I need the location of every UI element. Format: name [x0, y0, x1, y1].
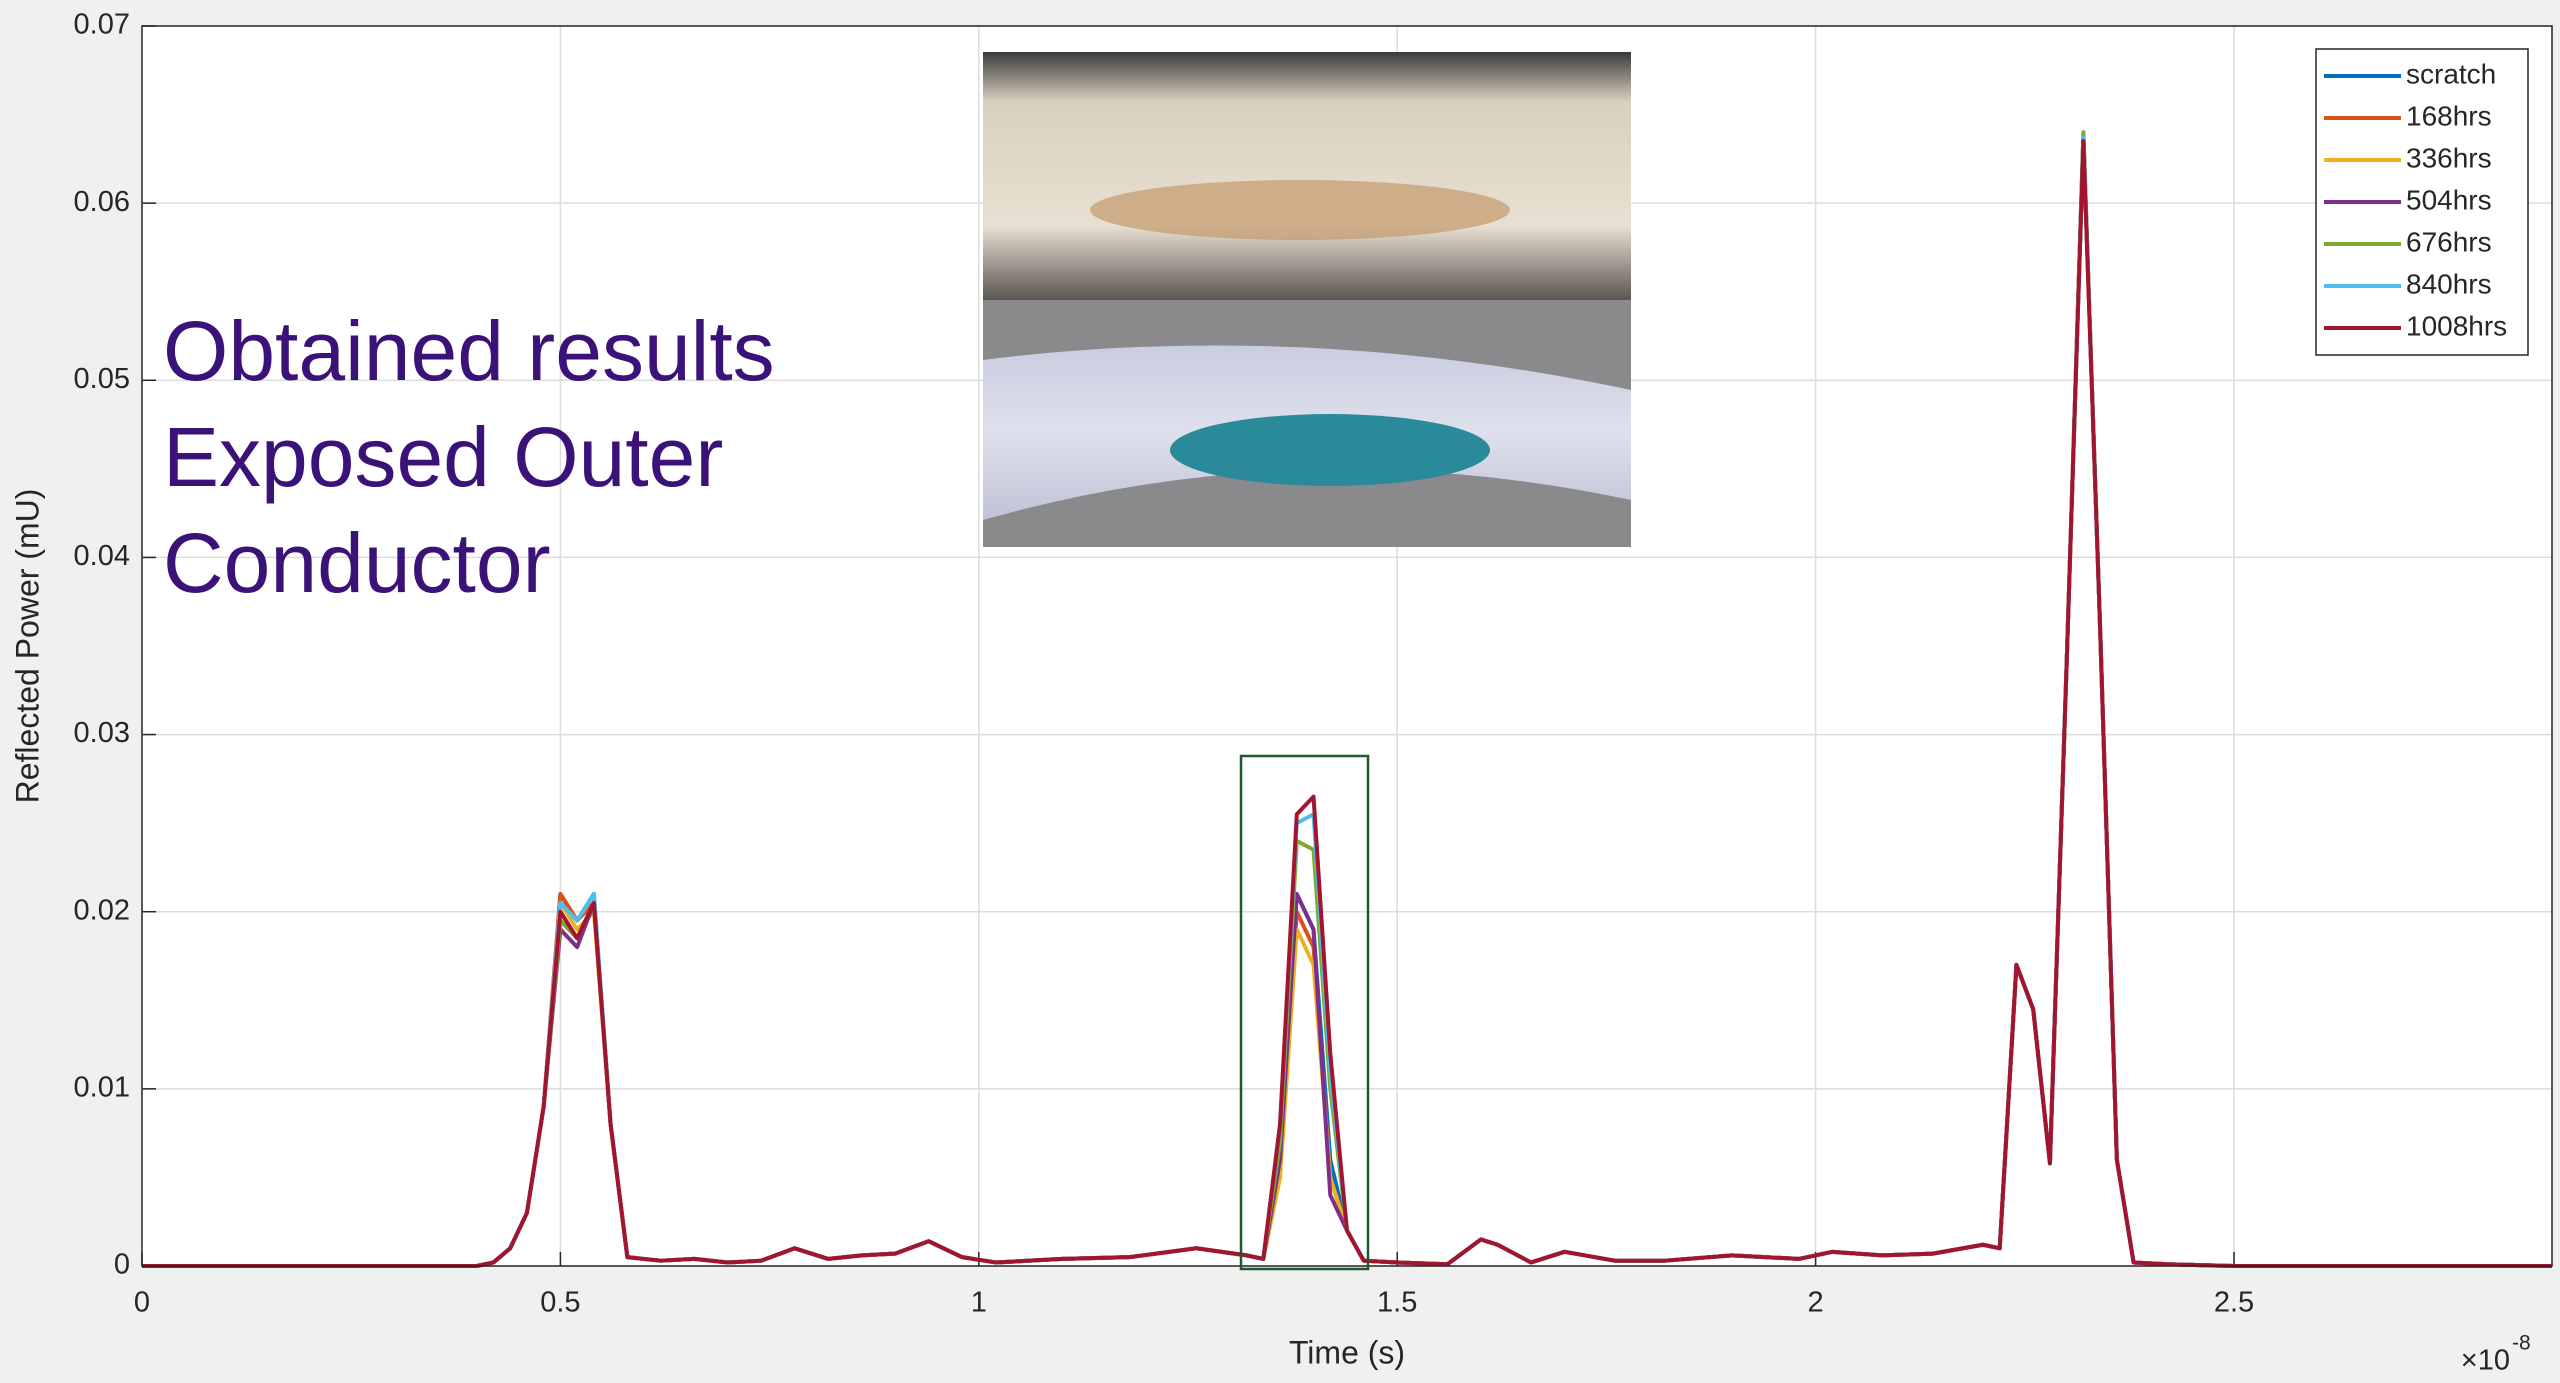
highlight-box — [1239, 754, 1370, 1271]
legend-label: 168hrs — [2406, 100, 2492, 131]
series-line — [142, 139, 2552, 1268]
rust-patch — [1090, 180, 1510, 240]
legend-label: 676hrs — [2406, 226, 2492, 257]
lines — [142, 130, 2552, 1268]
x-axis-label: Time (s) — [1289, 1334, 1405, 1370]
x-tick-label: 2.5 — [2214, 1287, 2254, 1319]
y-tick-label: 0.05 — [74, 363, 130, 395]
y-tick-label: 0.06 — [74, 186, 130, 218]
y-tick-label: 0.02 — [74, 894, 130, 926]
overlay-text: Conductor — [163, 516, 551, 610]
axes-box — [141, 25, 2553, 1267]
x-multiplier-exponent: -8 — [2512, 1332, 2531, 1355]
photo — [983, 52, 1631, 547]
x-multiplier: ×10 — [2461, 1345, 2510, 1377]
y-tick-label: 0.03 — [74, 717, 130, 749]
x-tick-label: 0.5 — [540, 1287, 580, 1319]
exposed-conductor — [1170, 414, 1490, 486]
legend-label: 504hrs — [2406, 184, 2492, 215]
legend-label: 840hrs — [2406, 268, 2492, 299]
y-tick-label: 0.07 — [74, 9, 130, 41]
legend: scratch 168hrs 336hrs 504hrs 676hrs 840hrs 100… — [2315, 48, 2529, 356]
overlay-text: Obtained results — [163, 304, 775, 398]
legend-label: 1008hrs — [2406, 310, 2507, 341]
y-tick-label: 0.04 — [74, 540, 130, 572]
legend-label: scratch — [2406, 58, 2496, 89]
y-tick-label: 0.01 — [74, 1072, 130, 1104]
y-tick-label: 0 — [114, 1249, 130, 1281]
x-tick-label: 2 — [1808, 1287, 1824, 1319]
y-axis-label: Reflected Power (mU) — [9, 489, 45, 804]
x-tick-label: 1.5 — [1377, 1287, 1417, 1319]
legend-label: 336hrs — [2406, 142, 2492, 173]
overlay-text: Exposed Outer — [163, 410, 723, 504]
x-tick-label: 0 — [134, 1287, 150, 1319]
x-tick-label: 1 — [971, 1287, 987, 1319]
photo-top — [983, 52, 1631, 300]
